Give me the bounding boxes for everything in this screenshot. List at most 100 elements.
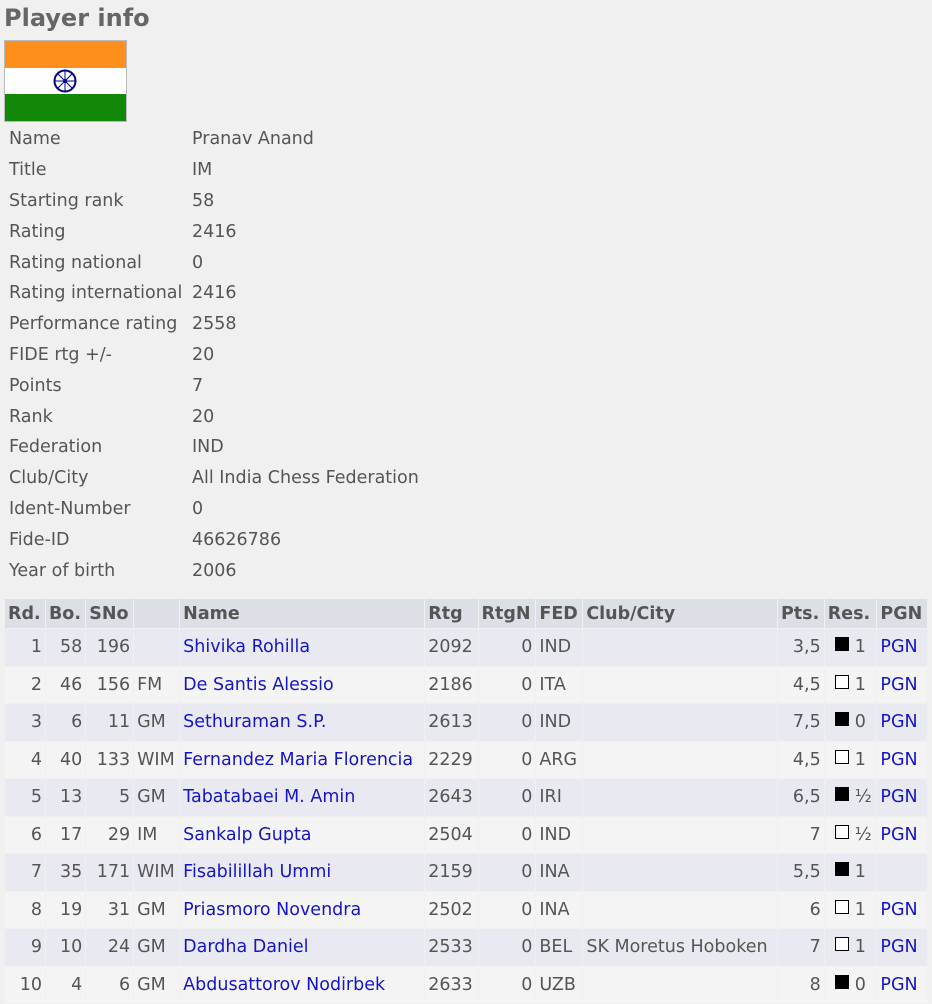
column-header: Pts. — [777, 599, 824, 628]
opponent-link[interactable]: Priasmoro Novendra — [183, 899, 362, 920]
info-value: 2558 — [192, 314, 237, 335]
pgn-link[interactable]: PGN — [880, 937, 918, 958]
column-header: Res. — [824, 599, 877, 628]
federation: ARG — [536, 741, 583, 778]
white-piece-icon — [834, 937, 849, 952]
ashoka-chakra-icon — [53, 69, 77, 93]
opponent-link[interactable]: Fernandez Maria Florencia — [183, 749, 414, 770]
opponent-link[interactable]: Shivika Rohilla — [183, 637, 311, 658]
table-row: 5 13 5 GM Tabatabaei M. Amin 2643 0 IRI … — [5, 779, 927, 816]
black-piece-icon — [834, 862, 849, 877]
info-row: Federation IND — [9, 432, 419, 463]
rating: 2504 — [425, 816, 478, 853]
rating: 2159 — [425, 854, 478, 891]
info-row: Year of birth 2006 — [9, 555, 419, 586]
column-header: PGN — [877, 599, 927, 628]
opponent-link[interactable]: Sankalp Gupta — [183, 824, 312, 845]
info-value: 20 — [192, 406, 215, 427]
result: 1 — [824, 891, 877, 928]
opponent-link[interactable]: De Santis Alessio — [183, 674, 334, 695]
round: 6 — [5, 816, 45, 853]
info-value: 58 — [192, 190, 215, 211]
opponent-link[interactable]: Fisabilillah Ummi — [183, 862, 332, 883]
board: 19 — [45, 891, 86, 928]
title: GM — [134, 891, 180, 928]
points: 8 — [777, 966, 824, 1003]
board: 10 — [45, 929, 86, 966]
start-number: 5 — [86, 779, 134, 816]
column-header — [134, 599, 180, 628]
info-label: Federation — [9, 437, 103, 458]
opponent-link[interactable]: Tabatabaei M. Amin — [183, 787, 356, 808]
white-piece-icon — [834, 899, 849, 914]
opponent-link[interactable]: Abdusattorov Nodirbek — [183, 974, 386, 995]
info-label: Rating national — [9, 252, 142, 273]
club — [583, 966, 777, 1003]
black-piece-icon — [834, 637, 849, 652]
result: ½ — [824, 816, 877, 853]
pgn-link[interactable]: PGN — [880, 787, 918, 808]
info-label: Club/City — [9, 468, 89, 489]
pgn-link[interactable]: PGN — [880, 974, 918, 995]
pgn-link[interactable]: PGN — [880, 674, 918, 695]
board: 40 — [45, 741, 86, 778]
page-title: Player info — [4, 4, 150, 32]
board: 6 — [45, 704, 86, 741]
result-value: 1 — [854, 899, 866, 920]
club — [583, 704, 777, 741]
results-table: Rd. Bo. SNo Name Rtg RtgN FED Club/City Pts. Res.… — [4, 598, 928, 1004]
result: 1 — [824, 854, 877, 891]
table-row: 2 46 156 FM De Santis Alessio 2186 0 ITA… — [5, 666, 927, 703]
info-row: Name Pranav Anand — [9, 124, 419, 155]
pgn-link[interactable]: PGN — [880, 824, 918, 845]
club — [583, 816, 777, 853]
club — [583, 629, 777, 666]
rating: 2643 — [425, 779, 478, 816]
result-value: 0 — [854, 712, 866, 733]
federation: INA — [536, 854, 583, 891]
club — [583, 666, 777, 703]
club — [583, 854, 777, 891]
pgn-link[interactable]: PGN — [880, 749, 918, 770]
column-header: Name — [180, 599, 425, 628]
info-value: 20 — [192, 344, 215, 365]
opponent-link[interactable]: Sethuraman S.P. — [183, 712, 327, 733]
points: 7,5 — [777, 704, 824, 741]
pgn-link[interactable]: PGN — [880, 712, 918, 733]
title: WIM — [134, 854, 180, 891]
title: WIM — [134, 741, 180, 778]
title: GM — [134, 929, 180, 966]
pgn-link[interactable]: PGN — [880, 899, 918, 920]
column-header: FED — [536, 599, 583, 628]
info-row: Rating international 2416 — [9, 278, 419, 309]
start-number: 156 — [86, 666, 134, 703]
federation: IND — [536, 629, 583, 666]
board: 13 — [45, 779, 86, 816]
points: 7 — [777, 816, 824, 853]
round: 7 — [5, 854, 45, 891]
black-piece-icon — [834, 787, 849, 802]
rating: 2633 — [425, 966, 478, 1003]
round: 2 — [5, 666, 45, 703]
board: 58 — [45, 629, 86, 666]
column-header: SNo — [86, 599, 134, 628]
info-row: Fide-ID 46626786 — [9, 524, 419, 555]
table-row: 7 35 171 WIM Fisabilillah Ummi 2159 0 IN… — [5, 854, 927, 891]
info-value: 46626786 — [192, 529, 282, 550]
info-label: Rating international — [9, 283, 183, 304]
start-number: 24 — [86, 929, 134, 966]
info-row: Club/City All India Chess Federation — [9, 463, 419, 494]
table-row: 9 10 24 GM Dardha Daniel 2533 0 BEL SK M… — [5, 929, 927, 966]
rating: 2533 — [425, 929, 478, 966]
table-row: 3 6 11 GM Sethuraman S.P. 2613 0 IND 7,5… — [5, 704, 927, 741]
opponent-link[interactable]: Dardha Daniel — [183, 937, 309, 958]
info-row: Title IM — [9, 155, 419, 186]
info-row: FIDE rtg +/- 20 — [9, 340, 419, 371]
rating-national: 0 — [478, 704, 536, 741]
pgn-link[interactable]: PGN — [880, 637, 918, 658]
table-row: 8 19 31 GM Priasmoro Novendra 2502 0 INA… — [5, 891, 927, 928]
column-header: Rd. — [5, 599, 45, 628]
federation: UZB — [536, 966, 583, 1003]
points: 5,5 — [777, 854, 824, 891]
white-piece-icon — [834, 674, 849, 689]
